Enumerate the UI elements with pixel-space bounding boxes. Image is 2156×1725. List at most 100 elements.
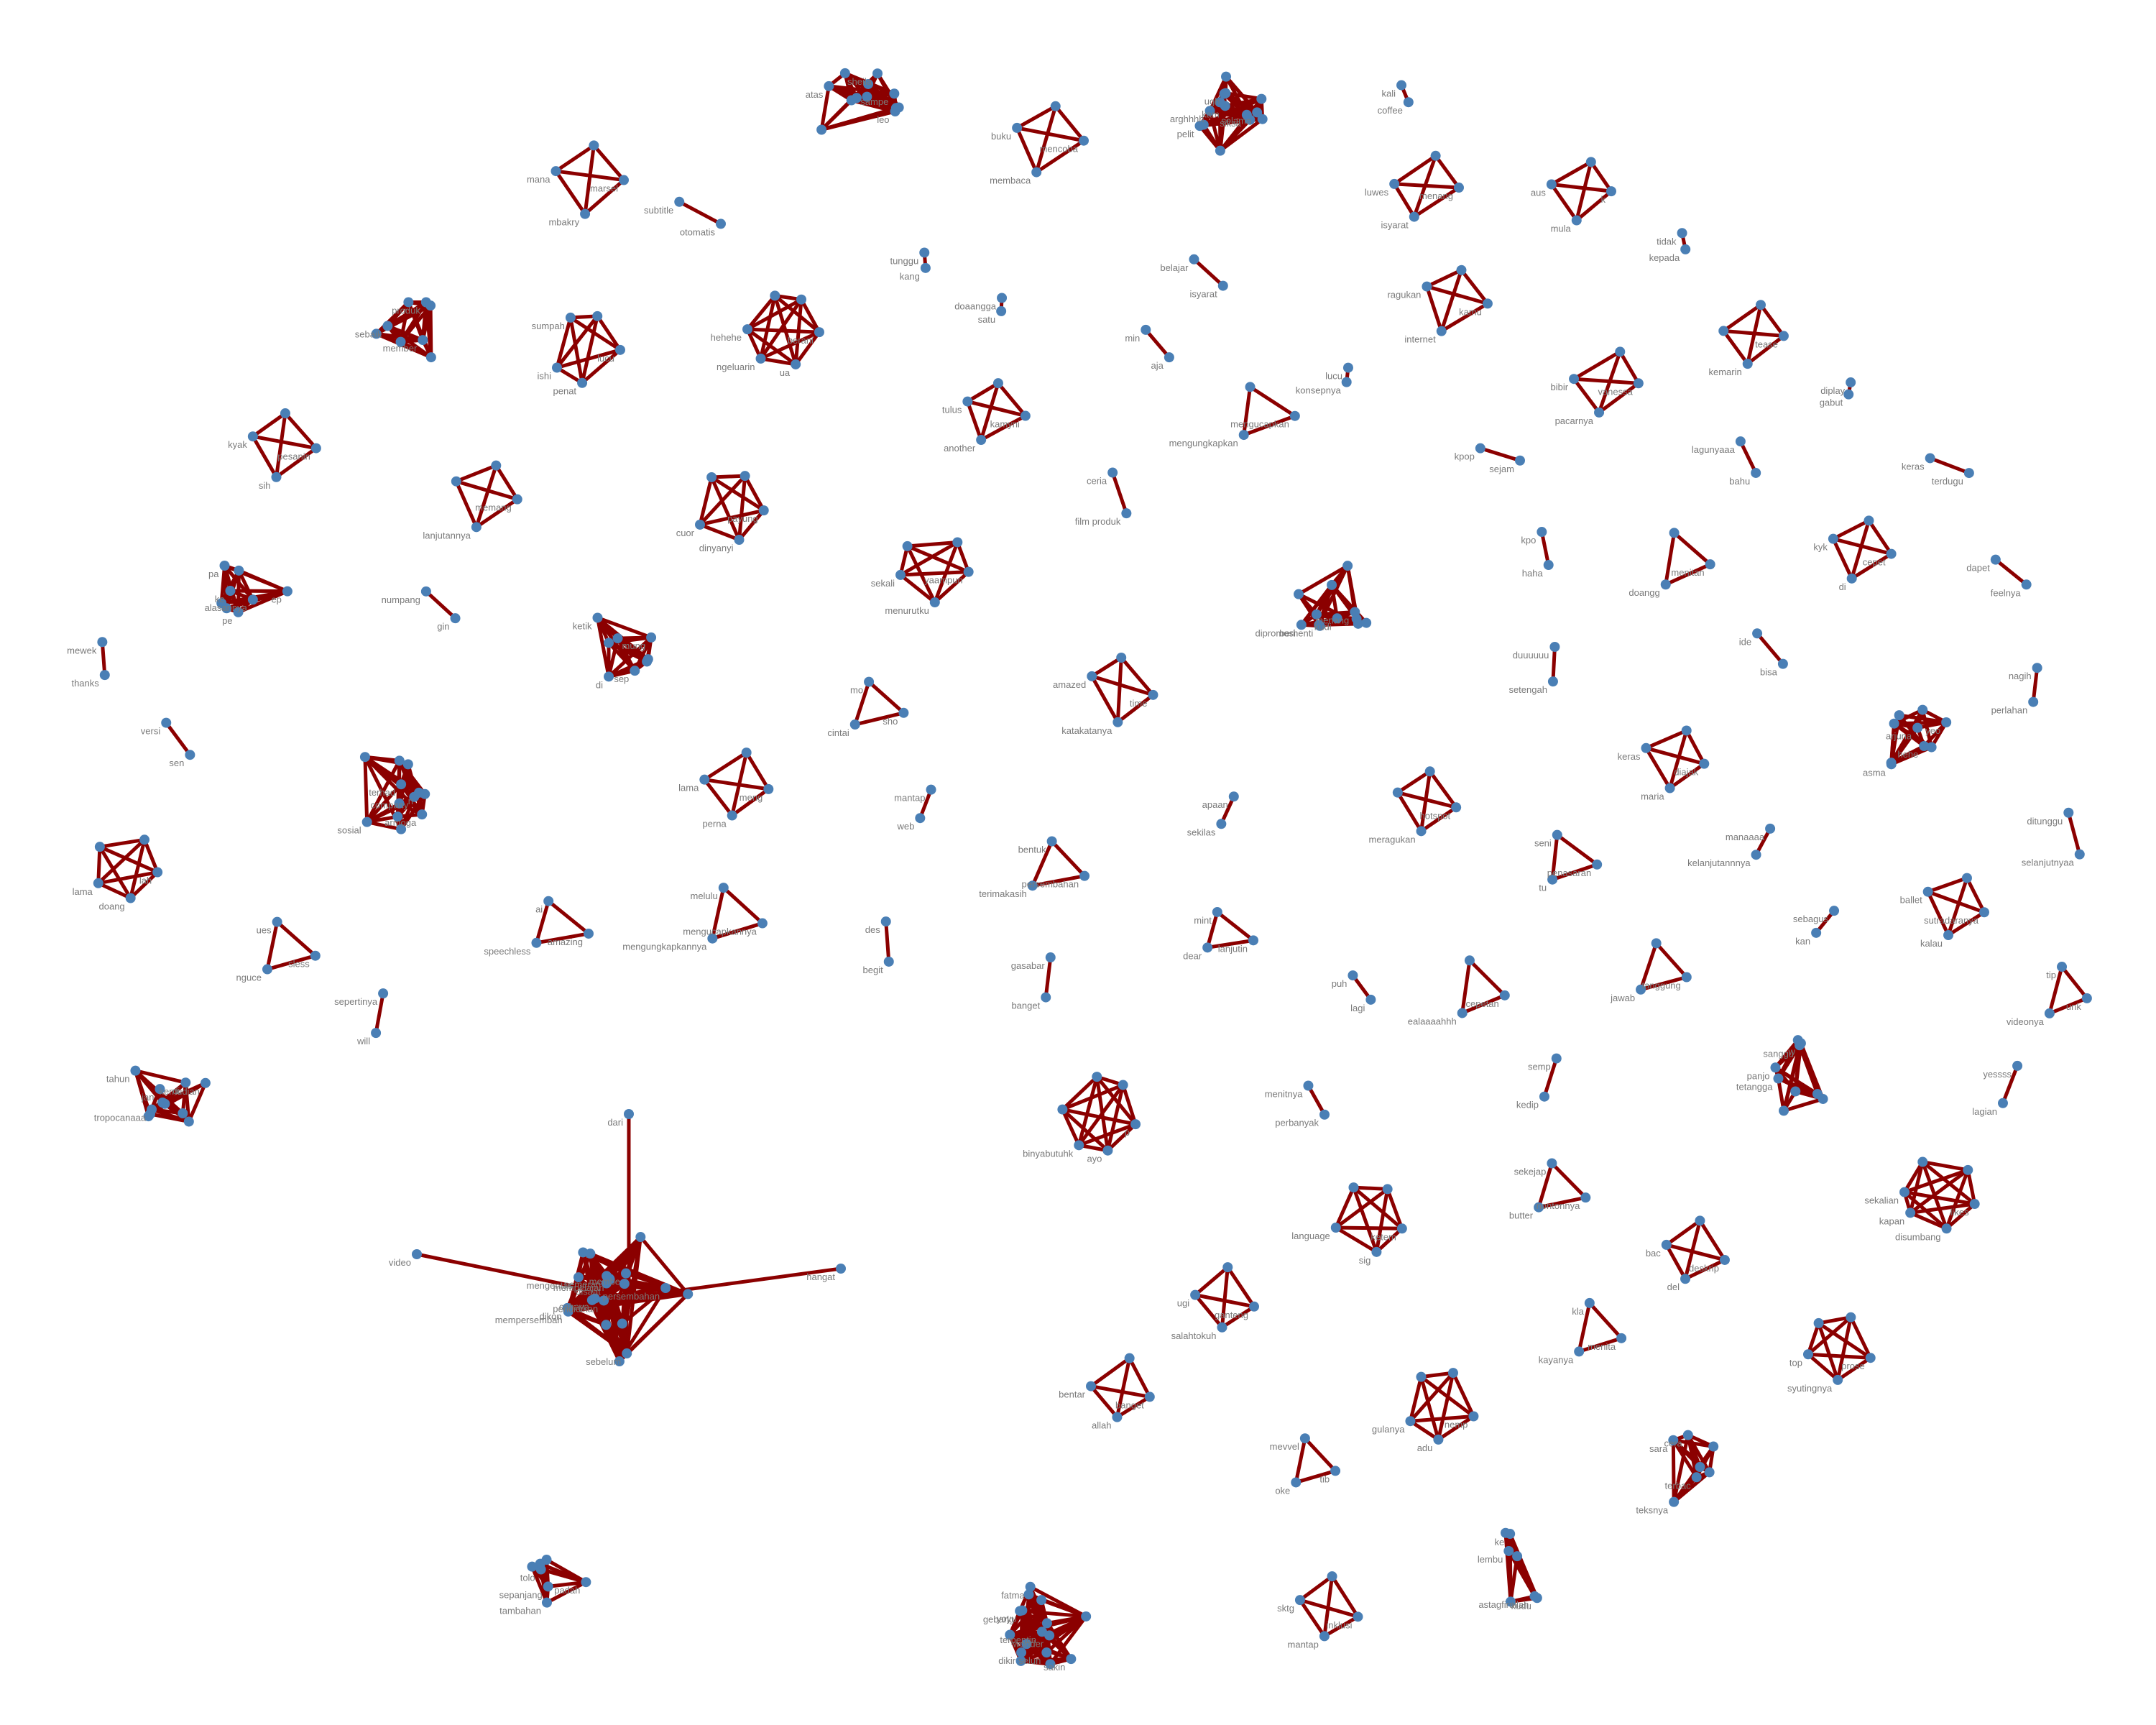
graph-node[interactable]	[93, 878, 103, 888]
graph-node[interactable]	[1212, 906, 1222, 917]
graph-node[interactable]	[1221, 71, 1232, 82]
graph-node[interactable]	[1396, 80, 1407, 91]
graph-node[interactable]	[898, 707, 909, 718]
graph-node[interactable]	[1045, 952, 1056, 963]
graph-node[interactable]	[1086, 1381, 1097, 1392]
graph-node[interactable]	[1812, 1088, 1823, 1099]
graph-node[interactable]	[1189, 254, 1199, 264]
graph-node[interactable]	[1926, 742, 1937, 753]
graph-node[interactable]	[707, 933, 718, 944]
graph-node[interactable]	[1691, 1472, 1702, 1483]
graph-node[interactable]	[280, 408, 290, 419]
graph-node[interactable]	[1778, 331, 1789, 341]
graph-node[interactable]	[1036, 1627, 1047, 1637]
graph-node[interactable]	[1294, 589, 1304, 599]
graph-node[interactable]	[1112, 717, 1123, 727]
graph-node[interactable]	[836, 1264, 846, 1274]
graph-node[interactable]	[161, 717, 172, 728]
graph-node[interactable]	[1311, 609, 1322, 620]
graph-node[interactable]	[371, 328, 382, 339]
graph-node[interactable]	[1215, 97, 1225, 108]
graph-node[interactable]	[1905, 1208, 1916, 1218]
graph-node[interactable]	[2057, 962, 2068, 972]
graph-node[interactable]	[1584, 1297, 1595, 1308]
graph-node[interactable]	[1790, 1086, 1801, 1097]
graph-node[interactable]	[395, 336, 406, 347]
graph-node[interactable]	[1922, 886, 1933, 897]
graph-node[interactable]	[919, 247, 930, 258]
graph-node[interactable]	[683, 1289, 694, 1300]
graph-node[interactable]	[592, 612, 603, 623]
graph-node[interactable]	[872, 68, 883, 79]
graph-node[interactable]	[1074, 1140, 1084, 1151]
graph-node[interactable]	[262, 964, 272, 975]
graph-node[interactable]	[573, 1272, 584, 1283]
graph-node[interactable]	[1551, 1053, 1562, 1064]
graph-node[interactable]	[757, 918, 768, 929]
graph-node[interactable]	[200, 1077, 211, 1088]
graph-node[interactable]	[581, 1577, 591, 1588]
graph-node[interactable]	[1574, 1346, 1585, 1357]
graph-node[interactable]	[550, 166, 561, 177]
graph-node[interactable]	[1248, 935, 1258, 946]
graph-node[interactable]	[1751, 467, 1761, 478]
graph-node[interactable]	[450, 613, 461, 624]
graph-node[interactable]	[1719, 1254, 1730, 1265]
graph-node[interactable]	[1661, 1239, 1672, 1250]
graph-node[interactable]	[1990, 554, 2001, 565]
graph-node[interactable]	[864, 676, 875, 687]
graph-node[interactable]	[718, 883, 729, 893]
graph-node[interactable]	[99, 670, 110, 681]
graph-node[interactable]	[471, 522, 482, 533]
graph-node[interactable]	[1353, 1611, 1363, 1622]
graph-node[interactable]	[1514, 455, 1525, 466]
graph-node[interactable]	[2021, 579, 2032, 590]
graph-node[interactable]	[1303, 1080, 1314, 1091]
graph-node[interactable]	[1041, 1647, 1052, 1658]
graph-node[interactable]	[1503, 1545, 1514, 1556]
graph-node[interactable]	[1202, 942, 1213, 953]
graph-node[interactable]	[1543, 560, 1554, 571]
graph-node[interactable]	[1864, 515, 1874, 526]
graph-node[interactable]	[1843, 389, 1854, 400]
graph-node[interactable]	[2012, 1060, 2023, 1071]
graph-node[interactable]	[1499, 990, 1510, 1000]
graph-node[interactable]	[997, 293, 1008, 303]
graph-node[interactable]	[1705, 559, 1715, 570]
graph-node[interactable]	[1917, 704, 1928, 715]
graph-node[interactable]	[1456, 264, 1467, 275]
graph-node[interactable]	[1016, 1647, 1027, 1658]
graph-node[interactable]	[1917, 1156, 1928, 1167]
graph-node[interactable]	[1198, 119, 1209, 130]
graph-node[interactable]	[1291, 1477, 1302, 1488]
graph-node[interactable]	[1296, 620, 1307, 630]
graph-node[interactable]	[1500, 1527, 1511, 1538]
graph-node[interactable]	[1594, 407, 1605, 418]
graph-node[interactable]	[962, 396, 973, 407]
graph-node[interactable]	[603, 638, 614, 648]
graph-node[interactable]	[1409, 211, 1419, 222]
graph-node[interactable]	[1813, 1317, 1824, 1328]
graph-node[interactable]	[1342, 561, 1353, 571]
graph-node[interactable]	[1571, 215, 1582, 226]
graph-node[interactable]	[1547, 1158, 1557, 1169]
graph-node[interactable]	[1886, 758, 1897, 768]
graph-node[interactable]	[586, 1294, 597, 1305]
graph-node[interactable]	[618, 175, 629, 185]
graph-node[interactable]	[1846, 573, 1857, 584]
graph-node[interactable]	[589, 140, 599, 151]
graph-node[interactable]	[1699, 758, 1710, 769]
graph-node[interactable]	[1396, 1223, 1407, 1234]
graph-node[interactable]	[412, 1249, 422, 1259]
graph-node[interactable]	[1453, 183, 1464, 193]
graph-node[interactable]	[619, 1279, 630, 1289]
graph-node[interactable]	[178, 1108, 188, 1119]
graph-node[interactable]	[1802, 1349, 1813, 1360]
graph-node[interactable]	[660, 1283, 671, 1294]
graph-node[interactable]	[1681, 972, 1692, 983]
graph-node[interactable]	[1829, 906, 1840, 916]
graph-node[interactable]	[563, 1306, 573, 1317]
graph-node[interactable]	[1416, 826, 1427, 837]
graph-node[interactable]	[992, 378, 1003, 389]
graph-node[interactable]	[1512, 1551, 1523, 1562]
